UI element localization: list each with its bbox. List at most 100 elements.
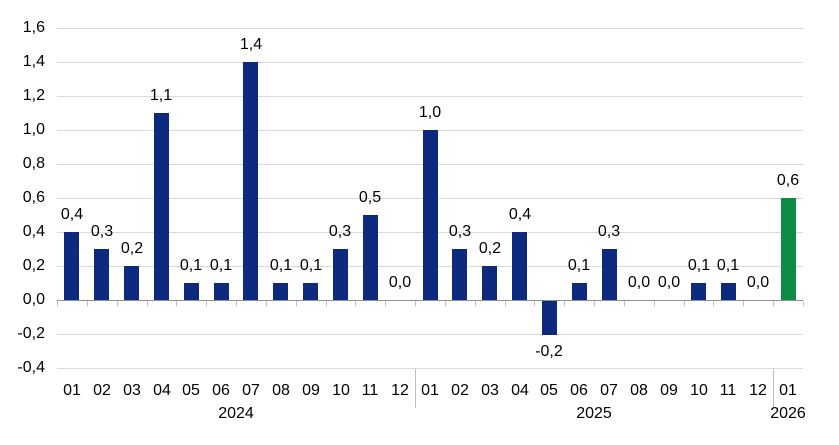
bar [423, 130, 438, 300]
x-tick-label: 05 [540, 382, 558, 399]
bar-value-label: 1,4 [239, 36, 263, 53]
bar-value-label: 0,0 [657, 274, 681, 291]
axis-tick-mark [534, 301, 535, 306]
y-tick-label: 1,0 [22, 121, 45, 138]
x-tick-label: 03 [481, 382, 499, 399]
gridline [57, 334, 803, 335]
y-tick-label: 0,0 [22, 291, 45, 308]
x-tick-label: 08 [630, 382, 648, 399]
x-tick-label: 02 [451, 382, 469, 399]
axis-tick-mark [206, 301, 207, 306]
bar [243, 62, 258, 300]
bar [542, 301, 557, 335]
x-tick-label: 06 [212, 382, 230, 399]
axis-tick-mark [713, 301, 714, 306]
bar [184, 283, 199, 300]
bar-value-label: 0,3 [597, 223, 621, 240]
x-tick-label: 04 [153, 382, 171, 399]
axis-tick-mark [176, 301, 177, 306]
bar-value-label: -0,2 [535, 343, 563, 360]
bar [94, 249, 109, 300]
gridline [57, 62, 803, 63]
axis-tick-mark [624, 301, 625, 306]
bar-value-label: 0,1 [179, 257, 203, 274]
year-separator-line [415, 369, 416, 408]
gridline [57, 368, 803, 369]
axis-tick-mark [773, 301, 774, 306]
gridline [57, 96, 803, 97]
x-tick-label: 09 [302, 382, 320, 399]
bar [303, 283, 318, 300]
bar-value-label: 0,1 [299, 257, 323, 274]
x-tick-label: 01 [779, 382, 797, 399]
bar [512, 232, 527, 300]
axis-tick-mark [445, 301, 446, 306]
bar-value-label: 0,6 [776, 172, 800, 189]
x-tick-label: 07 [242, 382, 260, 399]
bar-value-label: 0,3 [328, 223, 352, 240]
y-tick-label: 1,2 [22, 87, 45, 104]
x-tick-label: 04 [511, 382, 529, 399]
y-tick-label: 1,4 [22, 53, 45, 70]
bar [214, 283, 229, 300]
gridline [57, 28, 803, 29]
bar-value-label: 0,3 [448, 223, 472, 240]
bar-value-label: 0,1 [716, 257, 740, 274]
bar [721, 283, 736, 300]
bar [482, 266, 497, 300]
y-tick-label: 1,6 [22, 19, 45, 36]
year-label: 2024 [218, 405, 254, 422]
axis-tick-mark [236, 301, 237, 306]
bar [154, 113, 169, 300]
axis-tick-mark [147, 301, 148, 306]
year-separator-line [773, 369, 774, 408]
bar-value-label: 0,4 [508, 206, 532, 223]
bar-value-label: 1,0 [418, 104, 442, 121]
axis-tick-mark [594, 301, 595, 306]
bar [363, 215, 378, 300]
y-tick-label: -0,2 [17, 325, 45, 342]
axis-tick-mark [743, 301, 744, 306]
y-tick-label: 0,2 [22, 257, 45, 274]
bar-value-label: 0,1 [269, 257, 293, 274]
axis-tick-mark [57, 301, 58, 306]
axis-tick-mark [266, 301, 267, 306]
axis-tick-mark [475, 301, 476, 306]
x-tick-label: 10 [332, 382, 350, 399]
bar [333, 249, 348, 300]
axis-tick-mark [296, 301, 297, 306]
x-tick-label: 12 [749, 382, 767, 399]
x-tick-label: 01 [63, 382, 81, 399]
axis-tick-mark [117, 301, 118, 306]
axis-tick-mark [803, 301, 804, 306]
x-tick-label: 02 [93, 382, 111, 399]
bar-value-label: 0,0 [627, 274, 651, 291]
bar-value-label: 0,3 [90, 223, 114, 240]
x-tick-label: 11 [361, 382, 379, 399]
axis-tick-mark [355, 301, 356, 306]
axis-tick-mark [326, 301, 327, 306]
bar-value-label: 0,1 [209, 257, 233, 274]
axis-tick-mark [505, 301, 506, 306]
bar [691, 283, 706, 300]
x-tick-label: 11 [719, 382, 737, 399]
x-tick-label: 03 [123, 382, 141, 399]
x-tick-label: 05 [182, 382, 200, 399]
x-tick-label: 09 [660, 382, 678, 399]
bar-value-label: 0,5 [358, 189, 382, 206]
x-tick-label: 06 [570, 382, 588, 399]
x-tick-label: 12 [391, 382, 409, 399]
bar [781, 198, 796, 300]
year-label: 2025 [576, 405, 612, 422]
bar [124, 266, 139, 300]
x-tick-label: 08 [272, 382, 290, 399]
bar-value-label: 0,2 [120, 240, 144, 257]
bar-value-label: 1,1 [149, 87, 173, 104]
year-label: 2026 [770, 405, 806, 422]
bar-value-label: 0,4 [60, 206, 84, 223]
x-axis-line [57, 300, 803, 301]
bar [64, 232, 79, 300]
axis-tick-mark [87, 301, 88, 306]
x-tick-label: 10 [690, 382, 708, 399]
